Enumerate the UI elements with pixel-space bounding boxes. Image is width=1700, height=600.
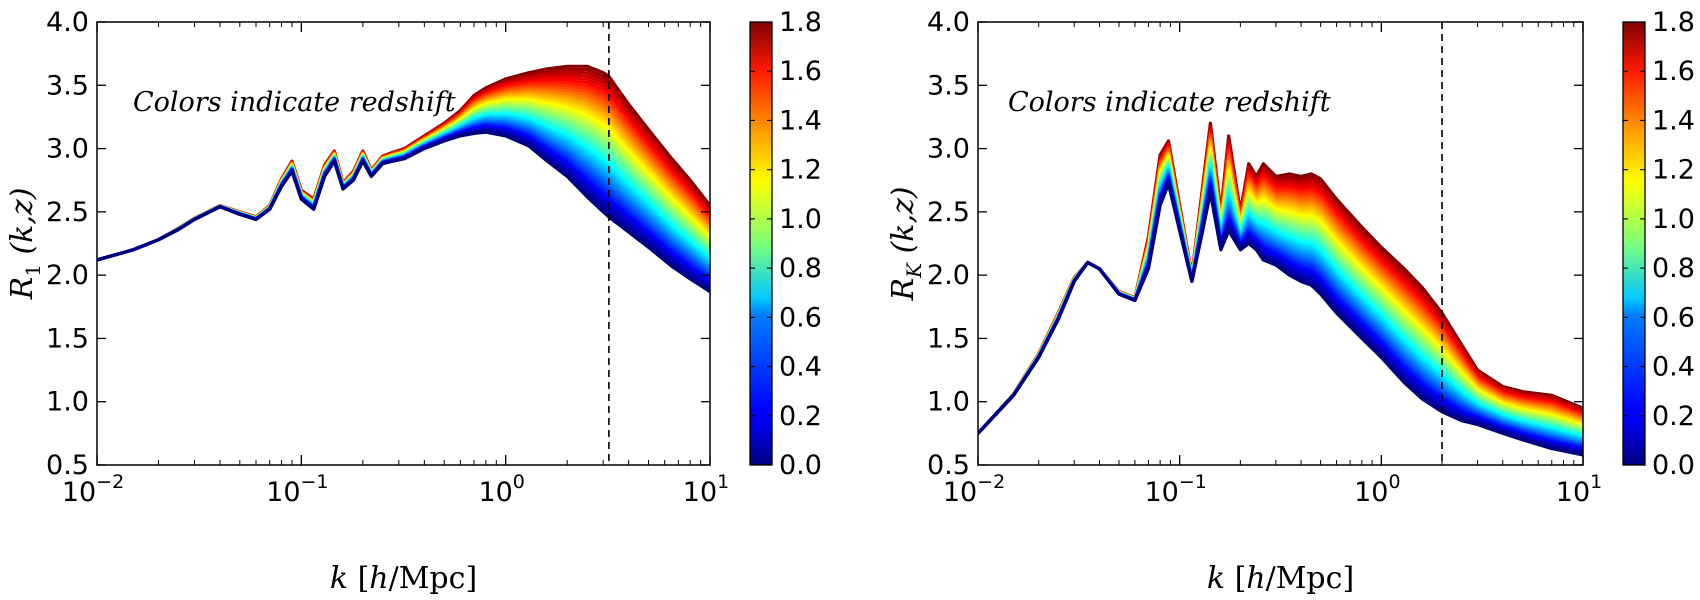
colorbar-tick-label: 0.8 [779, 253, 822, 284]
x-tick-exponent: −1 [1179, 471, 1207, 493]
y-tick-label: 1.5 [927, 323, 970, 354]
x-tick-label: 101 [683, 471, 729, 508]
y-label-subscript: 1 [21, 264, 45, 277]
x-tick-exponent: 1 [717, 471, 729, 493]
x-label-open: [ [1225, 561, 1246, 596]
y-tick-label: 4.0 [46, 7, 89, 38]
x-axis-label: k [h/Mpc] [1207, 561, 1354, 596]
colorbar-tick-label: 1.8 [1652, 7, 1695, 38]
axes-frame [977, 21, 1584, 466]
x-tick-base: 10 [683, 477, 717, 508]
y-label-var: R [886, 278, 921, 302]
x-label-unit-h: h [369, 561, 388, 596]
x-tick-exponent: 0 [513, 471, 525, 493]
curve-band [978, 121, 1583, 457]
colorbar-tick-label: 0.2 [779, 401, 822, 432]
y-tick-label: 4.0 [927, 7, 970, 38]
x-tick-exponent: 1 [1590, 471, 1602, 493]
y-tick-label: 3.5 [927, 70, 970, 101]
redshift-curve-z-0.00 [978, 182, 1583, 457]
x-tick-label: 10−1 [1144, 471, 1206, 508]
y-tick-label: 0.5 [46, 450, 89, 481]
x-tick-base: 10 [943, 477, 977, 508]
x-tick-exponent: 0 [1388, 471, 1400, 493]
annotation-text: Colors indicate redshift [133, 87, 456, 118]
y-tick-label: 2.0 [46, 260, 89, 291]
colorbar-tick-label: 1.0 [779, 204, 822, 235]
y-tick-label: 1.0 [46, 387, 89, 418]
x-tick-label: 100 [478, 471, 524, 508]
y-tick-label: 2.0 [927, 260, 970, 291]
x-tick-exponent: −2 [977, 471, 1005, 493]
y-tick-label: 3.5 [46, 70, 89, 101]
y-tick-label: 3.0 [46, 134, 89, 165]
x-tick-base: 10 [478, 477, 512, 508]
y-label-var: R [5, 277, 40, 301]
x-tick-base: 10 [1556, 477, 1590, 508]
x-label-unit-rest: /Mpc] [1266, 561, 1355, 596]
colorbar-tick-label: 1.6 [779, 56, 822, 87]
colorbar-tick-label: 1.4 [779, 105, 822, 136]
x-tick-label: 100 [1354, 471, 1400, 508]
x-tick-label: 10−1 [266, 471, 328, 508]
x-tick-base: 10 [62, 477, 96, 508]
x-tick-base: 10 [1354, 477, 1388, 508]
colorbar-tick-label: 0.2 [1652, 401, 1695, 432]
y-tick-label: 1.5 [46, 323, 89, 354]
x-axis-label: k [h/Mpc] [330, 561, 477, 596]
y-tick-label: 3.0 [927, 134, 970, 165]
y-label-subscript: K [902, 262, 926, 279]
x-label-var: k [1207, 561, 1225, 596]
colorbar-tick-label: 0.4 [1652, 352, 1695, 383]
redshift-curve-z-0.00 [97, 130, 710, 293]
x-tick-label: 10−2 [943, 471, 1005, 508]
x-tick-base: 10 [1144, 477, 1178, 508]
y-axis-label: R1 (k,z) [5, 188, 45, 301]
axes-frame [96, 21, 711, 466]
x-label-var: k [330, 561, 348, 596]
right-panel: 0.51.01.52.02.53.03.54.010−2 10−1 100 101Co… [886, 7, 1695, 596]
colorbar-tick-label: 0.6 [779, 302, 822, 333]
colorbar-tick-label: 0.0 [779, 450, 822, 481]
y-label-args: (k,z) [5, 188, 40, 264]
colorbar-tick-label: 0.4 [779, 352, 822, 383]
y-axis-label: RK (k,z) [886, 186, 926, 301]
y-tick-label: 1.0 [927, 387, 970, 418]
x-label-unit-h: h [1246, 561, 1265, 596]
colorbar-tick-label: 1.2 [779, 155, 822, 186]
y-tick-label: 0.5 [927, 450, 970, 481]
x-tick-label: 101 [1556, 471, 1602, 508]
annotation-text: Colors indicate redshift [1008, 87, 1331, 118]
x-tick-exponent: −2 [96, 471, 124, 493]
x-tick-base: 10 [266, 477, 300, 508]
colorbar [749, 21, 773, 466]
x-tick-label: 10−2 [62, 471, 124, 508]
y-label-args: (k,z) [886, 186, 921, 262]
colorbar-tick-label: 0.0 [1652, 450, 1695, 481]
colorbar-tick-label: 1.6 [1652, 56, 1695, 87]
curve-band [97, 64, 710, 293]
x-label-unit-rest: /Mpc] [389, 561, 478, 596]
x-tick-exponent: −1 [301, 471, 329, 493]
colorbar-tick-label: 0.6 [1652, 302, 1695, 333]
colorbar-tick-label: 0.8 [1652, 253, 1695, 284]
y-tick-label: 2.5 [927, 197, 970, 228]
colorbar-tick-label: 1.0 [1652, 204, 1695, 235]
colorbar [1622, 21, 1646, 466]
y-tick-label: 2.5 [46, 197, 89, 228]
colorbar-tick-label: 1.8 [779, 7, 822, 38]
left-panel: 0.51.01.52.02.53.03.54.010−2 10−1 100 101Co… [5, 7, 822, 596]
x-label-open: [ [348, 561, 369, 596]
colorbar-tick-label: 1.4 [1652, 105, 1695, 136]
colorbar-tick-label: 1.2 [1652, 155, 1695, 186]
